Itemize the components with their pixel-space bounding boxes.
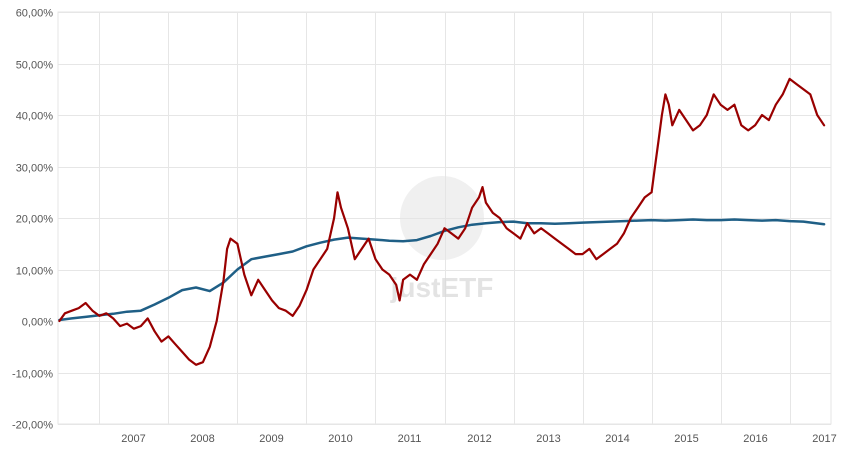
y-tick-label: 50,00%	[16, 60, 54, 72]
axes: -20,00% -10,00% 0,00% 10,00% 20,00% 30,00% 40,…	[12, 8, 837, 446]
x-tick-label: 2010	[328, 433, 352, 445]
y-tick-label: 20,00%	[16, 214, 54, 226]
x-tick-label: 2011	[398, 433, 422, 445]
y-tick-label: 10,00%	[16, 266, 54, 278]
x-tick-label: 2009	[259, 433, 283, 445]
watermark: justETF	[390, 176, 494, 303]
series-line-1	[58, 218, 826, 322]
y-tick-label: -20,00%	[12, 420, 53, 432]
x-tick-label: 2017	[812, 433, 836, 445]
x-tick-label: 2008	[190, 433, 214, 445]
y-tick-label: 0,00%	[22, 317, 53, 329]
y-tick-label: 40,00%	[16, 111, 54, 123]
grid-lines	[57, 11, 832, 425]
y-tick-label: 60,00%	[16, 8, 54, 20]
x-tick-label: 2015	[674, 433, 698, 445]
series-line-2	[58, 77, 826, 366]
watermark-text: justETF	[390, 272, 494, 303]
data-series	[58, 77, 826, 366]
x-tick-label: 2014	[605, 433, 629, 445]
watermark-circle	[400, 176, 484, 260]
x-tick-label: 2016	[743, 433, 767, 445]
x-tick-label: 2007	[121, 433, 145, 445]
y-tick-label: 30,00%	[16, 163, 54, 175]
x-tick-label: 2012	[467, 433, 491, 445]
x-tick-label: 2013	[536, 433, 560, 445]
y-tick-label: -10,00%	[12, 369, 53, 381]
